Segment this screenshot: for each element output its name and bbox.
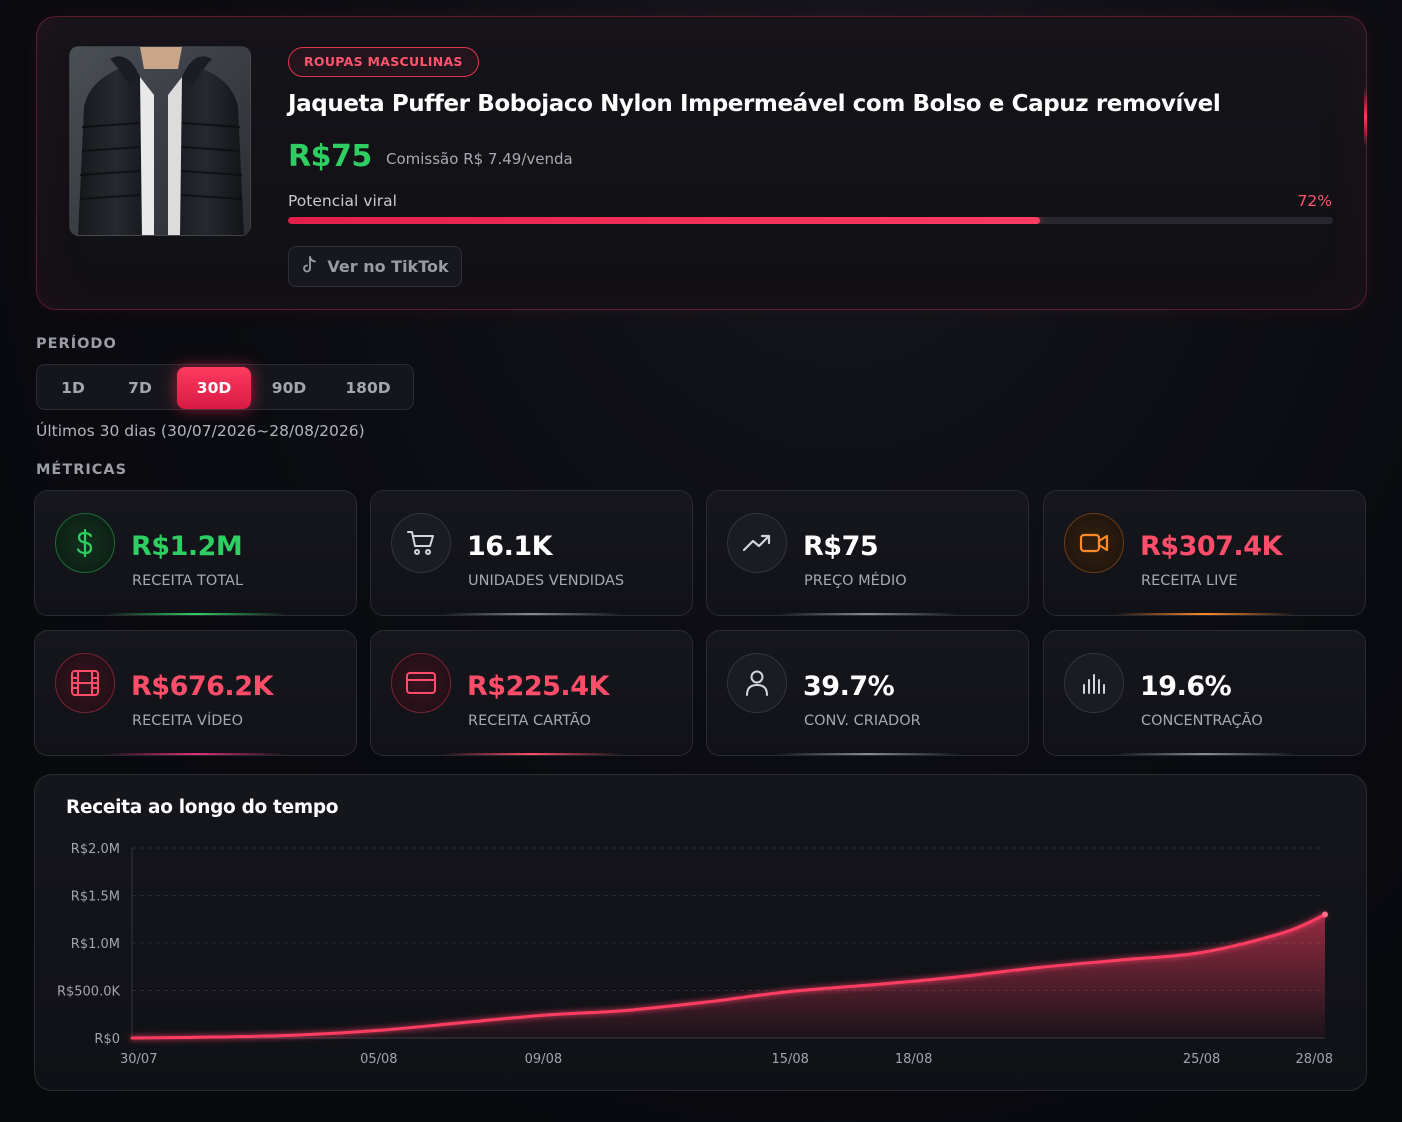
x-tick-label: 18/08 xyxy=(895,1052,932,1067)
card-accent-glow xyxy=(441,753,622,755)
metric-label: PREÇO MÉDIO xyxy=(804,573,907,589)
period-option-180d[interactable]: 180D xyxy=(345,379,391,397)
period-range-text: Últimos 30 dias (30/07/2026~28/08/2026) xyxy=(36,422,365,440)
category-badge: ROUPAS MASCULINAS xyxy=(288,47,479,77)
card-accent-glow xyxy=(1114,753,1295,755)
tiktok-icon xyxy=(301,255,317,278)
dollar-icon xyxy=(55,513,115,573)
trending-up-icon xyxy=(727,513,787,573)
period-option-1d[interactable]: 1D xyxy=(61,379,85,397)
x-tick-label: 15/08 xyxy=(771,1052,808,1067)
x-tick-label: 30/07 xyxy=(120,1052,157,1067)
metric-label: UNIDADES VENDIDAS xyxy=(468,573,625,589)
metric-value: R$225.4K xyxy=(467,671,609,702)
product-image[interactable] xyxy=(69,46,251,236)
metric-card-average-price: R$75 PREÇO MÉDIO xyxy=(706,490,1029,616)
revenue-chart-card: Receita ao longo do tempo R$0 R$500.0K R$1… xyxy=(34,774,1367,1091)
metric-label: CONV. CRIADOR xyxy=(804,713,921,729)
card-accent-glow xyxy=(1114,613,1295,615)
revenue-area xyxy=(132,914,1325,1038)
period-selector: 1D 7D 30D 90D 180D xyxy=(36,364,414,410)
viral-potential-value: 72% xyxy=(1297,192,1332,210)
metric-value: R$1.2M xyxy=(131,531,243,562)
metric-value: R$307.4K xyxy=(1140,531,1282,562)
metric-value: 16.1K xyxy=(467,531,553,562)
metric-label: CONCENTRAÇÃO xyxy=(1141,713,1263,729)
x-tick-label: 09/08 xyxy=(525,1052,562,1067)
y-tick-label: R$500.0K xyxy=(57,985,121,1000)
period-section-label: PERÍODO xyxy=(36,336,117,352)
jacket-photo xyxy=(70,47,250,235)
metric-card-creator-conversion: 39.7% CONV. CRIADOR xyxy=(706,630,1029,756)
viral-progress-fill xyxy=(288,217,1041,224)
product-title: Jaqueta Puffer Bobojaco Nylon Impermeáve… xyxy=(288,91,1221,117)
card-accent-glow xyxy=(777,753,958,755)
x-axis-ticks: 30/07 05/08 09/08 15/08 18/08 25/08 28/08 xyxy=(120,1052,1333,1067)
film-icon xyxy=(55,653,115,713)
period-option-30d[interactable]: 30D xyxy=(177,367,251,409)
card-accent-glow xyxy=(105,753,286,755)
card-icon xyxy=(391,653,451,713)
metric-label: RECEITA VÍDEO xyxy=(132,713,243,729)
period-option-7d[interactable]: 7D xyxy=(128,379,152,397)
product-price: R$75 xyxy=(288,139,372,174)
product-card: ROUPAS MASCULINAS Jaqueta Puffer Bobojac… xyxy=(36,16,1367,310)
view-on-tiktok-button[interactable]: Ver no TikTok xyxy=(288,246,462,287)
revenue-points xyxy=(1322,911,1328,918)
view-on-tiktok-label: Ver no TikTok xyxy=(327,257,449,276)
period-option-90d[interactable]: 90D xyxy=(271,379,307,397)
y-axis-ticks: R$0 R$500.0K R$1.0M R$1.5M R$2.0M xyxy=(57,842,121,1047)
x-tick-label: 25/08 xyxy=(1183,1052,1220,1067)
card-accent-glow xyxy=(777,613,958,615)
metrics-section-label: MÉTRICAS xyxy=(36,462,128,478)
y-tick-label: R$1.0M xyxy=(71,937,120,952)
metric-label: RECEITA LIVE xyxy=(1141,573,1238,589)
x-tick-label: 28/08 xyxy=(1296,1052,1333,1067)
x-tick-label: 05/08 xyxy=(360,1052,397,1067)
y-tick-label: R$2.0M xyxy=(71,842,120,857)
cart-icon xyxy=(391,513,451,573)
metric-card-card-revenue: R$225.4K RECEITA CARTÃO xyxy=(370,630,693,756)
chart-title: Receita ao longo do tempo xyxy=(66,797,339,818)
viral-progress-bar xyxy=(288,217,1333,224)
metric-value: 39.7% xyxy=(803,671,895,702)
metric-card-total-revenue: R$1.2M RECEITA TOTAL xyxy=(34,490,357,616)
bar-chart-icon xyxy=(1064,653,1124,713)
metric-card-concentration: 19.6% CONCENTRAÇÃO xyxy=(1043,630,1366,756)
commission-text: Comissão R$ 7.49/venda xyxy=(386,150,573,168)
metric-value: R$75 xyxy=(803,531,879,562)
y-tick-label: R$0 xyxy=(94,1032,120,1047)
video-camera-icon xyxy=(1064,513,1124,573)
viral-potential-label: Potencial viral xyxy=(288,192,397,210)
revenue-chart[interactable]: R$0 R$500.0K R$1.0M R$1.5M R$2.0M 30/07 05/08… xyxy=(35,775,1368,1092)
metric-value: 19.6% xyxy=(1140,671,1232,702)
card-accent-glow xyxy=(441,613,622,615)
metric-label: RECEITA CARTÃO xyxy=(468,713,591,729)
user-icon xyxy=(727,653,787,713)
revenue-line xyxy=(130,913,1327,1040)
data-point xyxy=(1322,911,1328,918)
metric-card-video-revenue: R$676.2K RECEITA VÍDEO xyxy=(34,630,357,756)
metric-label: RECEITA TOTAL xyxy=(132,573,244,589)
metric-card-live-revenue: R$307.4K RECEITA LIVE xyxy=(1043,490,1366,616)
metric-card-units-sold: 16.1K UNIDADES VENDIDAS xyxy=(370,490,693,616)
metric-value: R$676.2K xyxy=(131,671,273,702)
y-tick-label: R$1.5M xyxy=(71,890,120,905)
card-accent-glow xyxy=(105,613,286,615)
